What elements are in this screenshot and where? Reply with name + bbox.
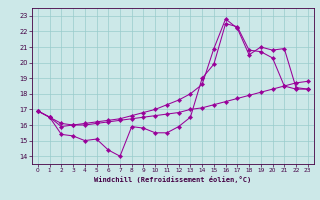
X-axis label: Windchill (Refroidissement éolien,°C): Windchill (Refroidissement éolien,°C)	[94, 176, 252, 183]
